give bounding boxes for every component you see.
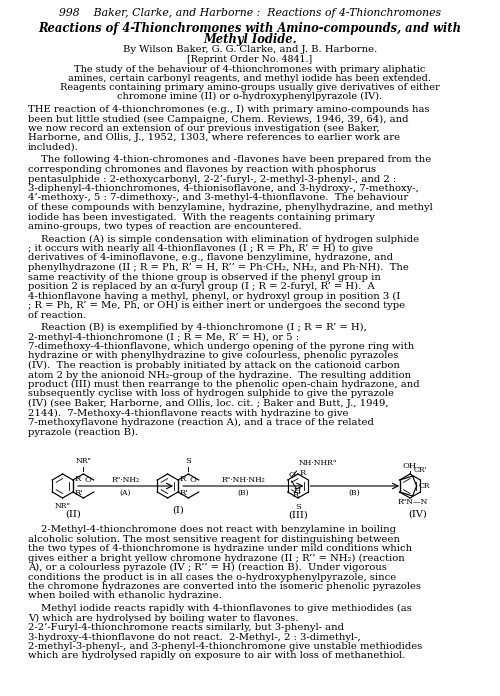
Text: ; R = Ph, R’ = Me, Ph, or OH) is either inert or undergoes the second type: ; R = Ph, R’ = Me, Ph, or OH) is either … [28, 301, 405, 310]
Text: R"·NH₂: R"·NH₂ [112, 476, 140, 484]
Text: the two types of 4-thionchromone is hydrazine under mild conditions which: the two types of 4-thionchromone is hydr… [28, 544, 412, 553]
Text: S: S [295, 503, 301, 511]
Text: R: R [180, 475, 186, 483]
Text: ; it occurs with nearly all 4-thionflavones (I ; R = Ph, R’ = H) to give: ; it occurs with nearly all 4-thionflavo… [28, 244, 373, 253]
Text: S: S [186, 457, 192, 465]
Text: conditions the product is in all cases the o-hydroxyphenylpyrazole, since: conditions the product is in all cases t… [28, 573, 396, 581]
Text: O: O [190, 476, 197, 484]
Text: (B): (B) [238, 489, 249, 497]
Text: Reagents containing primary amino-groups usually give derivatives of either: Reagents containing primary amino-groups… [60, 83, 440, 92]
Text: THE reaction of 4-thionchromones (e.g., I) with primary amino-compounds has: THE reaction of 4-thionchromones (e.g., … [28, 105, 429, 114]
Text: NR": NR" [54, 502, 70, 510]
Text: amino-groups, two types of reaction are encountered.: amino-groups, two types of reaction are … [28, 222, 301, 231]
Text: (II): (II) [65, 510, 81, 519]
Text: (IV): (IV) [408, 510, 428, 519]
Text: same reactivity of the thione group is observed if the phenyl group in: same reactivity of the thione group is o… [28, 273, 381, 281]
Text: V) which are hydrolysed by boiling water to flavones.: V) which are hydrolysed by boiling water… [28, 613, 301, 623]
Text: H: H [294, 487, 301, 495]
Text: 3-diphenyl-4-thionchromones, 4-thionisoflavone, and 3-hydroxy-, 7-methoxy-,: 3-diphenyl-4-thionchromones, 4-thionisof… [28, 184, 419, 193]
Text: 998    Baker, Clarke, and Harborne :  Reactions of 4-Thionchromones: 998 Baker, Clarke, and Harborne : Reacti… [59, 8, 441, 18]
Text: which are hydrolysed rapidly on exposure to air with loss of methanethiol.: which are hydrolysed rapidly on exposure… [28, 651, 406, 661]
Text: (IV) (see Baker, Harborne, and Ollis, loc. cit. ; Baker and Butt, J., 1949,: (IV) (see Baker, Harborne, and Ollis, lo… [28, 399, 388, 408]
Text: R': R' [180, 489, 188, 497]
Text: 2-2’-Furyl-4-thionchromone reacts similarly, but 3-phenyl- and: 2-2’-Furyl-4-thionchromone reacts simila… [28, 623, 344, 632]
Text: hydrazine or with phenylhydrazine to give colourless, phenolic pyrazoles: hydrazine or with phenylhydrazine to giv… [28, 351, 398, 361]
Text: 4’-methoxy-, 5 : 7-dimethoxy-, and 3-methyl-4-thionflavone.  The behaviour: 4’-methoxy-, 5 : 7-dimethoxy-, and 3-met… [28, 193, 408, 203]
Text: alcoholic solution. The most sensitive reagent for distinguishing between: alcoholic solution. The most sensitive r… [28, 535, 400, 544]
Text: 4-thionflavone having a methyl, phenyl, or hydroxyl group in position 3 (I: 4-thionflavone having a methyl, phenyl, … [28, 292, 400, 301]
Text: pentasulphide : 2-ethoxycarbonyl, 2-2’-furyl-, 2-methyl-3-phenyl-, and 2 :: pentasulphide : 2-ethoxycarbonyl, 2-2’-f… [28, 175, 396, 184]
Text: (III): (III) [288, 511, 308, 520]
Text: 7-dimethoxy-4-thionflavone, which undergo opening of the pyrone ring with: 7-dimethoxy-4-thionflavone, which underg… [28, 342, 414, 351]
Text: The study of the behaviour of 4-thionchromones with primary aliphatic: The study of the behaviour of 4-thionchr… [74, 65, 426, 74]
Text: derivatives of 4-iminoflavone, e.g., flavone benzylimine, hydrazone, and: derivatives of 4-iminoflavone, e.g., fla… [28, 253, 393, 262]
Text: 2-methyl-3-phenyl-, and 3-phenyl-4-thionchromone give unstable methiodides: 2-methyl-3-phenyl-, and 3-phenyl-4-thion… [28, 642, 422, 651]
Text: R': R' [292, 491, 301, 499]
Text: we now record an extension of our previous investigation (see Baker,: we now record an extension of our previo… [28, 124, 380, 133]
Text: iodide has been investigated.  With the reagents containing primary: iodide has been investigated. With the r… [28, 212, 375, 221]
Text: R': R' [75, 489, 84, 497]
Text: NH·NHR": NH·NHR" [298, 459, 337, 467]
Text: been but little studied (see Campaigne, Chem. Reviews, 1946, 39, 64), and: been but little studied (see Campaigne, … [28, 115, 408, 124]
Text: A), or a colourless pyrazole (IV ; R’’ = H) (reaction B).  Under vigorous: A), or a colourless pyrazole (IV ; R’’ =… [28, 563, 387, 572]
Text: corresponding chromones and flavones by reaction with phosphorus: corresponding chromones and flavones by … [28, 165, 376, 174]
Text: (IV).  The reaction is probably initiated by attack on the cationoid carbon: (IV). The reaction is probably initiated… [28, 361, 400, 370]
Text: O: O [85, 476, 92, 484]
Text: By Wilson Baker, G. G. Clarke, and J. B. Harborne.: By Wilson Baker, G. G. Clarke, and J. B.… [123, 45, 377, 54]
Text: CR': CR' [414, 466, 427, 474]
Text: Reaction (B) is exemplified by 4-thionchromone (I ; R = R’ = H),: Reaction (B) is exemplified by 4-thionch… [41, 323, 367, 332]
Text: R"N—N: R"N—N [398, 498, 428, 506]
Text: Reaction (A) is simple condensation with elimination of hydrogen sulphide: Reaction (A) is simple condensation with… [41, 235, 419, 244]
Text: 2144).  7-Methoxy-4-thionflavone reacts with hydrazine to give: 2144). 7-Methoxy-4-thionflavone reacts w… [28, 409, 348, 418]
Text: R"·NH·NH₂: R"·NH·NH₂ [222, 476, 265, 484]
Text: R: R [300, 469, 306, 477]
Text: Harborne, and Ollis, J., 1952, 1303, where references to earlier work are: Harborne, and Ollis, J., 1952, 1303, whe… [28, 134, 400, 143]
Text: 2-methyl-4-thionchromone (I ; R = Me, R’ = H), or 5 :: 2-methyl-4-thionchromone (I ; R = Me, R’… [28, 333, 299, 342]
Text: CR: CR [418, 482, 430, 490]
Text: The following 4-thion-chromones and -flavones have been prepared from the: The following 4-thion-chromones and -fla… [41, 155, 431, 164]
Text: pyrazole (reaction B).: pyrazole (reaction B). [28, 427, 138, 436]
Text: chromone imine (II) or o-hydroxyphenylpyrazole (IV).: chromone imine (II) or o-hydroxyphenylpy… [118, 92, 382, 101]
Text: phenylhydrazone (II ; R = Ph, R’ = H, R’’ = Ph·CH₂, NH₂, and Ph·NH).  The: phenylhydrazone (II ; R = Ph, R’ = H, R’… [28, 263, 409, 272]
Text: (A): (A) [120, 489, 131, 497]
Text: product (III) must then rearrange to the phenolic open-chain hydrazone, and: product (III) must then rearrange to the… [28, 380, 419, 389]
Text: included).: included). [28, 143, 79, 152]
Text: atom 2 by the anionoid NH₂-group of the hydrazine.  The resulting addition: atom 2 by the anionoid NH₂-group of the … [28, 370, 411, 379]
Text: Reactions of 4-Thionchromones with Amino-compounds, and with: Reactions of 4-Thionchromones with Amino… [38, 22, 462, 35]
Text: 7-methoxyflavone hydrazone (reaction A), and a trace of the related: 7-methoxyflavone hydrazone (reaction A),… [28, 418, 374, 427]
Text: 3-hydroxy-4-thionflavone do not react.  2-Methyl-, 2 : 3-dimethyl-,: 3-hydroxy-4-thionflavone do not react. 2… [28, 633, 361, 642]
Text: position 2 is replaced by an α-furyl group (I ; R = 2-furyl, R’ = H).  A: position 2 is replaced by an α-furyl gro… [28, 282, 375, 291]
Text: O: O [288, 471, 296, 479]
Text: subsequently cyclise with loss of hydrogen sulphide to give the pyrazole: subsequently cyclise with loss of hydrog… [28, 390, 394, 399]
Text: (I): (I) [172, 506, 184, 515]
Text: R: R [75, 475, 81, 483]
Text: Methyl Iodide.: Methyl Iodide. [203, 33, 297, 46]
Text: OH: OH [403, 462, 417, 470]
Text: amines, certain carbonyl reagents, and methyl iodide has been extended.: amines, certain carbonyl reagents, and m… [68, 74, 432, 83]
Text: [Reprint Order No. 4841.]: [Reprint Order No. 4841.] [188, 55, 312, 64]
Text: 2-Methyl-4-thionchromone does not react with benzylamine in boiling: 2-Methyl-4-thionchromone does not react … [41, 525, 396, 534]
Text: of these compounds with benzylamine, hydrazine, phenylhydrazine, and methyl: of these compounds with benzylamine, hyd… [28, 203, 433, 212]
Text: Methyl iodide reacts rapidly with 4-thionflavones to give methiodides (as: Methyl iodide reacts rapidly with 4-thio… [41, 604, 412, 613]
Text: (B): (B) [348, 489, 360, 497]
Text: the chromone hydrazones are converted into the isomeric phenolic pyrazoles: the chromone hydrazones are converted in… [28, 582, 421, 591]
Text: when boiled with ethanolic hydrazine.: when boiled with ethanolic hydrazine. [28, 592, 222, 601]
Text: gives either a bright yellow chromone hydrazone (II ; R’’ = NH₂) (reaction: gives either a bright yellow chromone hy… [28, 553, 405, 562]
Text: NR": NR" [76, 457, 92, 465]
Text: of reaction.: of reaction. [28, 310, 86, 319]
